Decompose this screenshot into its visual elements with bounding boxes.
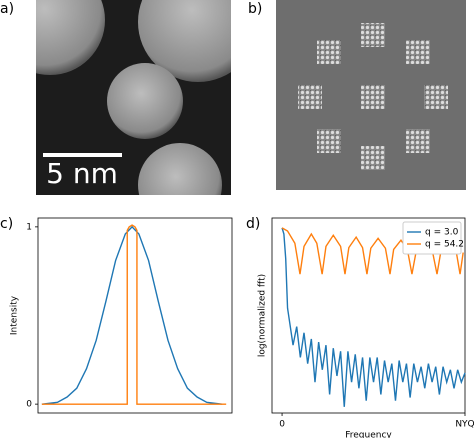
scale-bar-label: 5 nm xyxy=(46,157,118,190)
data-line xyxy=(281,227,466,407)
legend-label: q = 3.0 xyxy=(425,228,459,238)
data-line xyxy=(41,224,227,405)
y-axis-label: log(normalized fft) xyxy=(258,274,268,357)
plot-frame xyxy=(271,217,466,414)
legend-box xyxy=(402,221,462,255)
panel-label: b) xyxy=(248,1,262,17)
micrograph: 5 nm xyxy=(36,0,231,195)
plot-frame xyxy=(37,217,233,414)
panel-label: d) xyxy=(246,216,260,232)
panel-label: c) xyxy=(0,216,13,232)
x-tick-label: NYQ xyxy=(455,420,474,430)
x-axis-label: Frequency xyxy=(345,431,392,438)
y-axis-label: Intensity xyxy=(10,295,20,335)
panel-label: a) xyxy=(0,1,14,17)
data-line xyxy=(41,225,223,405)
legend-label: q = 54.2 xyxy=(425,240,464,250)
x-tick-label: 0 xyxy=(279,420,285,430)
filter-image xyxy=(276,0,466,190)
data-line xyxy=(281,227,464,275)
y-tick-label: 0 xyxy=(26,400,32,410)
y-tick-label: 1 xyxy=(26,222,32,232)
